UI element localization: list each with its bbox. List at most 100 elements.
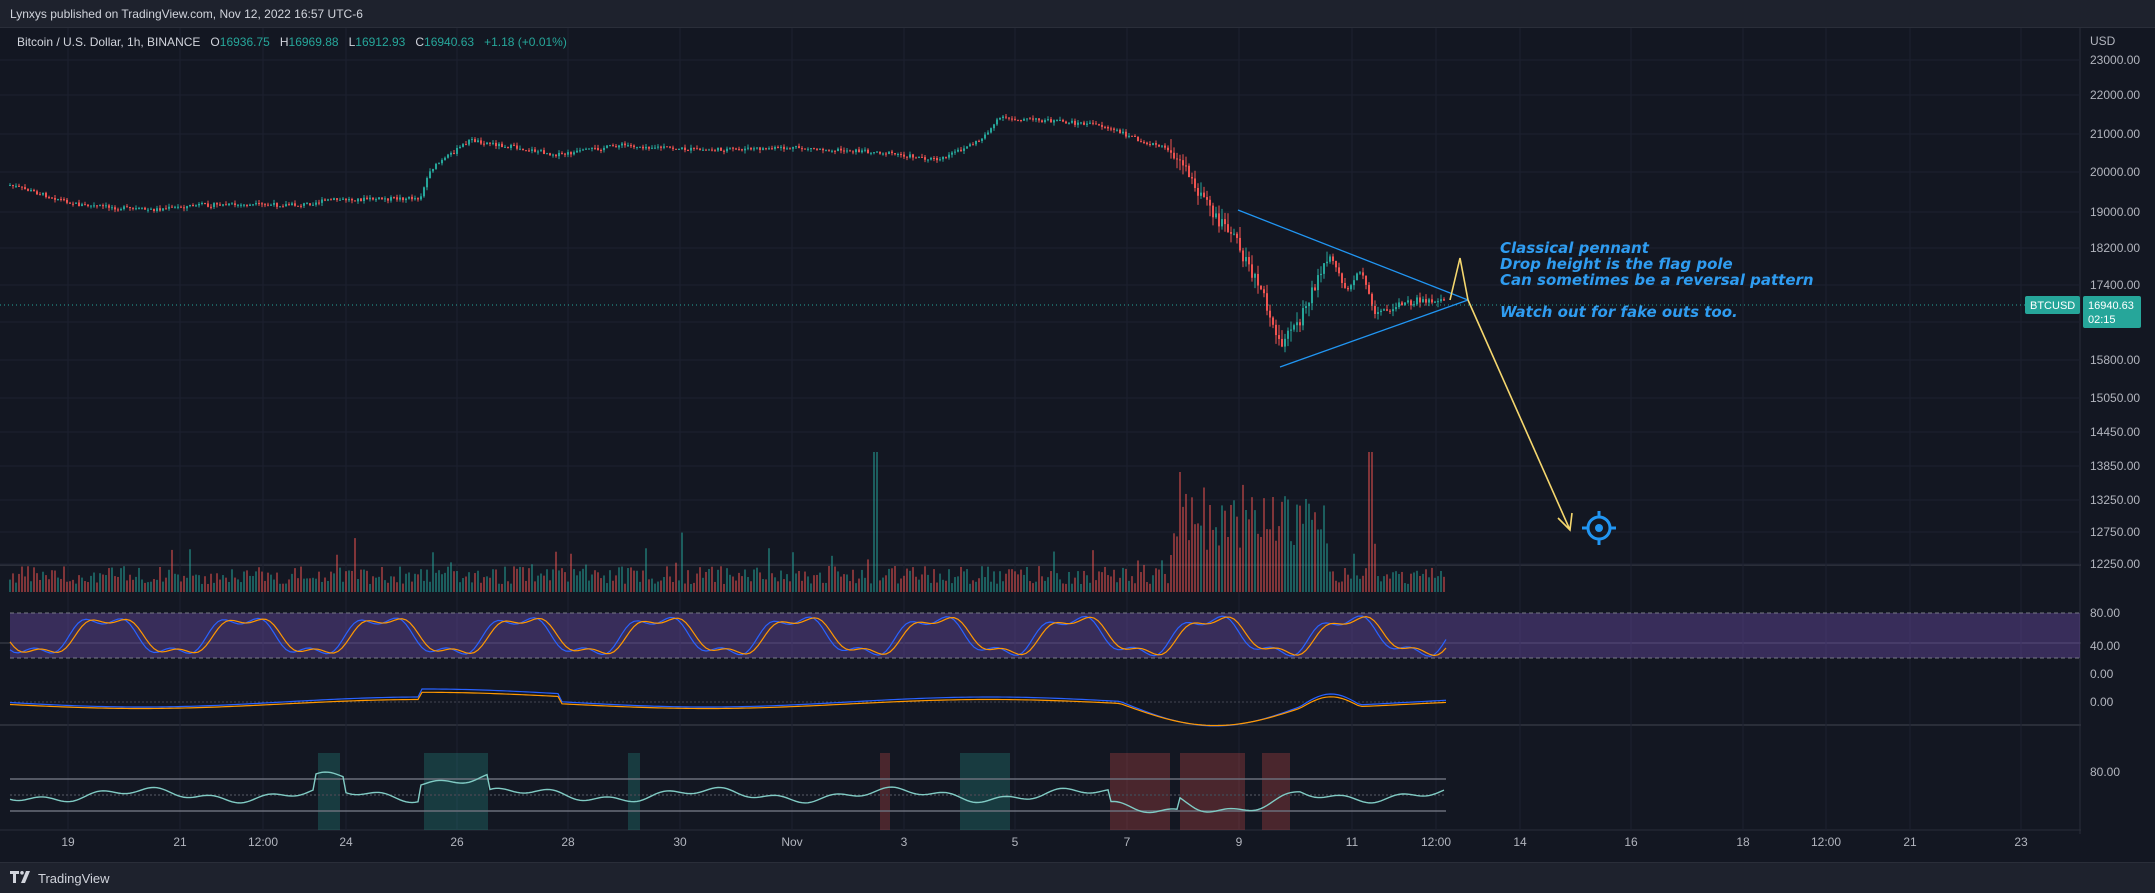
candle bbox=[243, 203, 245, 208]
volume-bar bbox=[1275, 540, 1277, 592]
candle bbox=[1062, 118, 1064, 123]
candle bbox=[597, 144, 599, 151]
rsi-pane[interactable] bbox=[9, 612, 2080, 659]
tradingview-brand[interactable]: TradingView bbox=[10, 870, 110, 886]
candle bbox=[1365, 275, 1367, 290]
candle bbox=[264, 202, 266, 208]
candle bbox=[579, 147, 581, 153]
candle bbox=[1254, 272, 1256, 289]
candle bbox=[648, 146, 650, 151]
oscillator-pane[interactable] bbox=[9, 753, 1446, 830]
candle bbox=[729, 147, 731, 150]
candle bbox=[156, 205, 158, 213]
candle bbox=[747, 144, 749, 151]
candle bbox=[531, 146, 533, 154]
volume-bar bbox=[846, 574, 848, 592]
oscillator-line bbox=[9, 771, 1445, 814]
volume-bar bbox=[1398, 573, 1400, 592]
volume-bar bbox=[1353, 553, 1355, 592]
chart-area[interactable]: USD 23000.00 22000.00 21000.00 20000.00 19000… bbox=[0, 28, 2155, 862]
volume-bar bbox=[327, 580, 329, 592]
volume-bar bbox=[243, 571, 245, 592]
candle bbox=[540, 148, 542, 152]
volume-bar bbox=[867, 559, 869, 592]
candle bbox=[1005, 114, 1007, 120]
volume-bar bbox=[717, 569, 719, 592]
price-axis-tick: 17400.00 bbox=[2090, 278, 2140, 292]
volume-bar bbox=[258, 567, 260, 592]
volume-bar bbox=[951, 583, 953, 592]
volume-bar bbox=[1212, 529, 1214, 592]
volume-bar bbox=[378, 576, 380, 592]
candle bbox=[1236, 231, 1238, 244]
candle bbox=[1137, 136, 1139, 142]
candle bbox=[1335, 260, 1337, 272]
candle bbox=[87, 204, 89, 208]
candle bbox=[240, 203, 242, 208]
candle bbox=[390, 195, 392, 203]
candle bbox=[1050, 117, 1052, 123]
volume-bar bbox=[405, 573, 407, 592]
candle bbox=[261, 202, 263, 208]
volume-bar bbox=[750, 581, 752, 592]
candle bbox=[1233, 228, 1235, 236]
candle bbox=[513, 142, 515, 147]
volume-bar bbox=[1260, 536, 1262, 592]
candle bbox=[306, 201, 308, 205]
symbol-name[interactable]: Bitcoin / U.S. Dollar, 1h, BINANCE bbox=[17, 35, 201, 49]
crosshair-target-icon[interactable] bbox=[1582, 511, 1616, 545]
volume-bar bbox=[1029, 581, 1031, 592]
volume-bar bbox=[708, 568, 710, 592]
volume-bar bbox=[1341, 581, 1343, 592]
candle bbox=[1398, 298, 1400, 310]
candle bbox=[1329, 254, 1331, 264]
volume-bar bbox=[441, 574, 443, 592]
candle bbox=[318, 199, 320, 206]
volume-bar bbox=[819, 572, 821, 592]
volume-bar bbox=[1107, 575, 1109, 592]
candle bbox=[1227, 213, 1229, 233]
volume-bar bbox=[525, 580, 527, 592]
macd-pane[interactable] bbox=[9, 688, 1447, 727]
candle bbox=[486, 141, 488, 145]
projection-arrow[interactable] bbox=[1449, 257, 1573, 532]
candle bbox=[714, 148, 716, 152]
candle bbox=[12, 184, 14, 189]
rsi-axis-tick: 40.00 bbox=[2090, 639, 2120, 653]
volume-bar bbox=[744, 569, 746, 592]
volume-bar bbox=[945, 580, 947, 592]
candle bbox=[840, 145, 842, 154]
candle bbox=[948, 152, 950, 160]
candle bbox=[669, 146, 671, 149]
candle bbox=[126, 204, 128, 208]
volume-bar bbox=[1239, 547, 1241, 592]
candle bbox=[1416, 294, 1418, 306]
volume-bar bbox=[1206, 549, 1208, 592]
candle bbox=[870, 152, 872, 156]
volume-bar bbox=[618, 567, 620, 592]
volume-bar bbox=[300, 566, 302, 592]
volume-bar bbox=[1419, 575, 1421, 592]
volume-bar bbox=[1065, 583, 1067, 592]
volume-bar bbox=[603, 575, 605, 592]
volume-bar bbox=[741, 576, 743, 592]
candle bbox=[102, 203, 104, 210]
volume-bar bbox=[1203, 487, 1205, 592]
oscillator-axis-tick: 80.00 bbox=[2090, 765, 2120, 779]
volume-bar bbox=[264, 580, 266, 592]
volume-bar bbox=[267, 572, 269, 592]
volume-bar bbox=[879, 580, 881, 592]
volume-bar bbox=[447, 566, 449, 592]
candle bbox=[1278, 324, 1280, 346]
volume-bar bbox=[180, 581, 182, 592]
candle bbox=[183, 204, 185, 212]
pennant-drawing[interactable] bbox=[1237, 209, 1469, 368]
candle bbox=[369, 195, 371, 202]
volume-bar bbox=[624, 583, 626, 592]
volume-bar bbox=[390, 576, 392, 592]
volume-bar bbox=[894, 566, 896, 592]
volume-bar bbox=[333, 573, 335, 592]
volume-bar bbox=[30, 581, 32, 592]
volume-bar bbox=[1074, 577, 1076, 592]
